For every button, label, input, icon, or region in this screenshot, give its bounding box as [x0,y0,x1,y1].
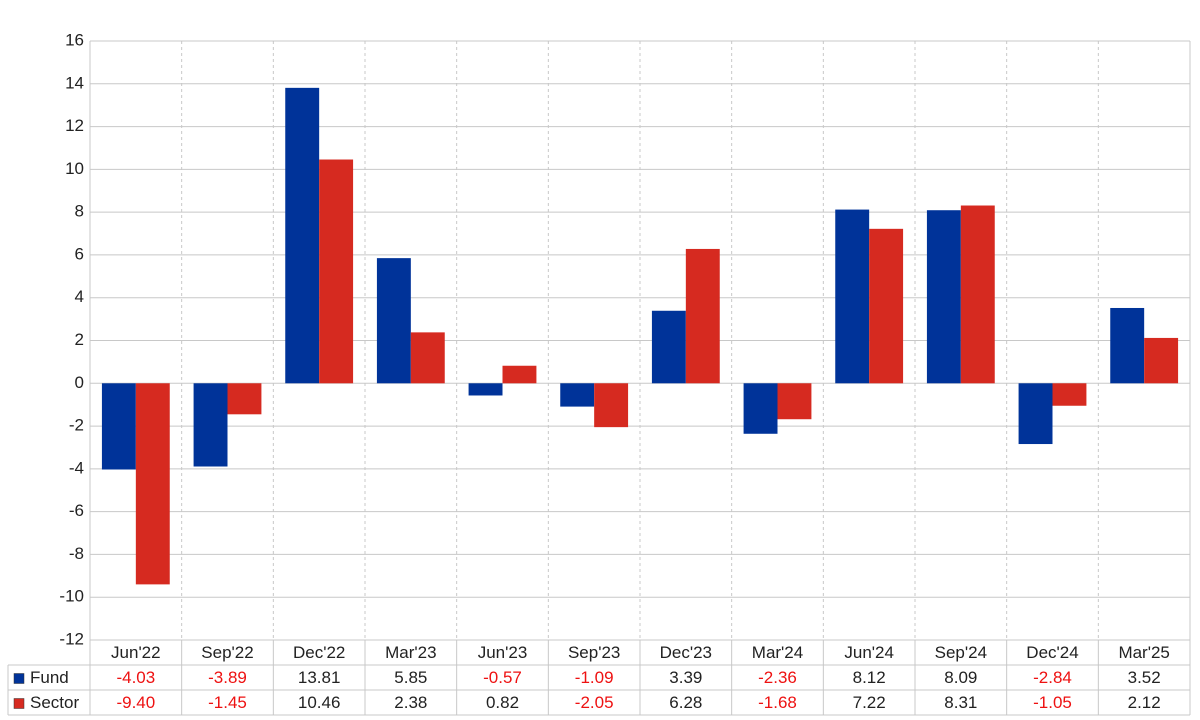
bar [594,383,629,428]
x-tick-label: Mar'24 [752,643,803,662]
table-value: 3.39 [669,668,702,687]
x-tick-label: Sep'22 [201,643,253,662]
bar [135,383,170,585]
bar [227,383,262,415]
table-value: -0.57 [483,668,522,687]
table-value: -3.89 [208,668,247,687]
table-value: -2.05 [575,693,614,712]
table-value: 10.46 [298,693,341,712]
legend-label: Sector [30,693,79,712]
x-tick-label: Dec'22 [293,643,345,662]
bar [285,87,320,384]
table-value: 8.12 [853,668,886,687]
bar [685,248,720,384]
table-value: 2.38 [394,693,427,712]
x-tick-label: Jun'23 [478,643,528,662]
table-value: -1.45 [208,693,247,712]
table-value: 7.22 [853,693,886,712]
bar [743,383,778,434]
table-value: -2.36 [758,668,797,687]
x-tick-label: Jun'22 [111,643,161,662]
y-tick-label: -4 [69,458,84,477]
bar [560,383,595,407]
legend-label: Fund [30,668,69,687]
y-tick-label: -10 [59,587,84,606]
bar [835,209,870,384]
bar [502,365,537,384]
bar [777,383,812,420]
table-value: 3.52 [1128,668,1161,687]
table-value: -1.68 [758,693,797,712]
table-value: 13.81 [298,668,341,687]
x-tick-label: Mar'23 [385,643,436,662]
table-value: -4.03 [116,668,155,687]
table-value: 8.09 [944,668,977,687]
y-tick-label: 12 [65,116,84,135]
y-tick-label: -8 [69,544,84,563]
x-tick-label: Sep'24 [935,643,987,662]
bar [319,159,354,384]
y-tick-label: -2 [69,416,84,435]
legend-swatch [13,698,25,709]
y-tick-label: 6 [75,244,84,263]
y-tick-label: 0 [75,373,84,392]
x-tick-label: Dec'24 [1026,643,1078,662]
table-value: -9.40 [116,693,155,712]
bar [1018,383,1053,445]
y-tick-label: 2 [75,330,84,349]
y-tick-label: 16 [65,30,84,49]
x-tick-label: Dec'23 [660,643,712,662]
table-value: 8.31 [944,693,977,712]
y-tick-label: 8 [75,202,84,221]
table-value: 5.85 [394,668,427,687]
legend-swatch [13,673,25,684]
bar [1052,383,1087,406]
table-value: -1.05 [1033,693,1072,712]
y-tick-label: -12 [59,629,84,648]
bar [468,383,503,396]
table-value: -2.84 [1033,668,1072,687]
y-tick-label: 14 [65,73,84,92]
bar [193,383,228,467]
bar [869,228,904,384]
bar [960,205,995,384]
y-tick-label: 10 [65,159,84,178]
table-value: 2.12 [1128,693,1161,712]
y-tick-label: 4 [75,287,84,306]
table-value: 0.82 [486,693,519,712]
bar [651,310,686,384]
table-value: -1.09 [575,668,614,687]
y-tick-label: -6 [69,501,84,520]
bar [376,258,411,384]
bar [926,210,961,384]
x-tick-label: Mar'25 [1118,643,1169,662]
x-tick-label: Jun'24 [844,643,894,662]
table-value: 6.28 [669,693,702,712]
x-tick-label: Sep'23 [568,643,620,662]
bar [101,383,136,470]
bar [410,332,445,384]
bar [1144,337,1179,384]
bar [1110,307,1145,384]
